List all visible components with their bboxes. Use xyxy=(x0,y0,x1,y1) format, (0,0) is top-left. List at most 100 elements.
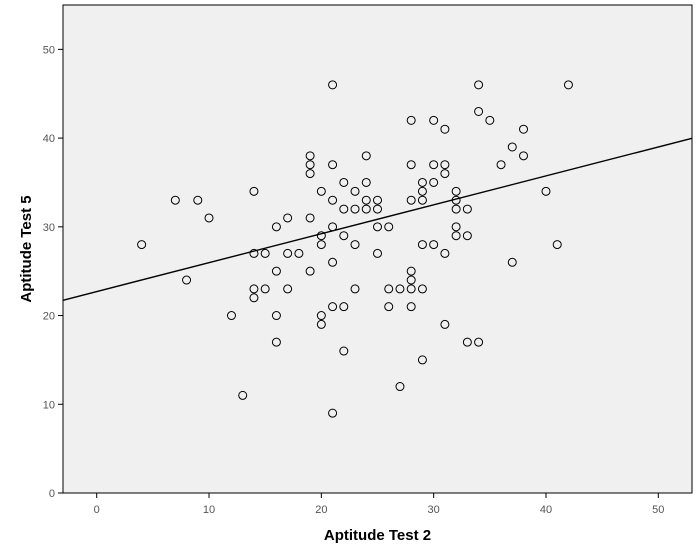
data-point xyxy=(395,284,405,294)
data-point xyxy=(417,177,427,187)
data-point xyxy=(182,275,192,285)
data-point xyxy=(552,240,562,250)
data-point xyxy=(271,311,281,321)
data-point xyxy=(339,346,349,356)
data-point xyxy=(328,222,338,232)
data-point xyxy=(462,337,472,347)
data-point xyxy=(406,195,416,205)
data-point xyxy=(384,284,394,294)
data-point xyxy=(406,275,416,285)
data-point xyxy=(429,240,439,250)
data-point xyxy=(395,382,405,392)
data-point xyxy=(406,302,416,312)
data-point xyxy=(305,160,315,170)
data-point xyxy=(429,115,439,125)
x-tick-label: 30 xyxy=(428,504,440,516)
data-point xyxy=(417,284,427,294)
data-point xyxy=(440,319,450,329)
x-tick-label: 10 xyxy=(203,504,215,516)
data-point xyxy=(406,115,416,125)
data-point xyxy=(328,408,338,418)
data-point xyxy=(170,195,180,205)
x-tick-label: 50 xyxy=(652,504,664,516)
data-point xyxy=(451,186,461,196)
data-point xyxy=(440,248,450,258)
data-point xyxy=(496,160,506,170)
x-tick-label: 0 xyxy=(94,504,100,516)
data-point xyxy=(316,240,326,250)
data-point xyxy=(361,177,371,187)
data-point xyxy=(462,231,472,241)
data-point xyxy=(507,257,517,267)
data-point xyxy=(519,124,529,134)
data-point xyxy=(417,195,427,205)
data-point xyxy=(305,169,315,179)
data-point xyxy=(541,186,551,196)
data-point xyxy=(384,302,394,312)
data-point xyxy=(249,248,259,258)
data-point xyxy=(316,186,326,196)
data-point xyxy=(519,151,529,161)
data-point xyxy=(328,257,338,267)
data-point xyxy=(305,266,315,276)
data-point xyxy=(328,80,338,90)
data-point xyxy=(361,151,371,161)
data-point xyxy=(350,284,360,294)
data-point xyxy=(238,390,248,400)
data-point xyxy=(361,195,371,205)
data-point xyxy=(451,204,461,214)
data-point xyxy=(417,355,427,365)
data-point xyxy=(440,169,450,179)
y-tick-label: 30 xyxy=(43,222,55,234)
data-point xyxy=(204,213,214,223)
y-tick-label: 10 xyxy=(43,399,55,411)
data-point xyxy=(373,248,382,258)
y-tick-label: 0 xyxy=(49,488,55,500)
data-point xyxy=(283,248,293,258)
data-point xyxy=(339,204,349,214)
data-point xyxy=(384,222,394,232)
data-point xyxy=(417,186,427,196)
y-tick-label: 50 xyxy=(43,44,55,56)
data-point xyxy=(271,266,281,276)
data-point xyxy=(474,106,484,116)
data-point xyxy=(451,231,461,241)
data-point xyxy=(474,337,484,347)
fit-line xyxy=(62,137,693,301)
x-tick-label: 40 xyxy=(540,504,552,516)
data-point xyxy=(283,213,293,223)
data-point xyxy=(260,248,270,258)
data-point xyxy=(260,284,270,294)
data-point xyxy=(283,284,293,294)
data-point xyxy=(440,124,450,134)
data-point xyxy=(373,195,382,205)
x-axis-title: Aptitude Test 2 xyxy=(324,527,431,544)
data-point xyxy=(193,195,203,205)
data-point xyxy=(361,204,371,214)
y-axis-title: Aptitude Test 5 xyxy=(18,195,35,302)
data-point xyxy=(462,204,472,214)
data-point xyxy=(328,195,338,205)
data-point xyxy=(305,151,315,161)
data-point xyxy=(316,311,326,321)
data-point xyxy=(507,142,517,152)
data-point xyxy=(271,337,281,347)
data-point xyxy=(350,204,360,214)
data-point xyxy=(440,160,450,170)
data-point xyxy=(249,284,259,294)
y-tick-label: 40 xyxy=(43,133,55,145)
data-point xyxy=(429,160,439,170)
data-point xyxy=(474,80,484,90)
data-point xyxy=(249,293,259,303)
data-point xyxy=(417,240,427,250)
data-point xyxy=(373,222,382,232)
data-point xyxy=(350,240,360,250)
data-point xyxy=(328,302,338,312)
data-point xyxy=(429,177,439,187)
data-point xyxy=(339,231,349,241)
data-point xyxy=(406,284,416,294)
data-point xyxy=(451,222,461,232)
x-tick-label: 20 xyxy=(315,504,327,516)
data-point xyxy=(294,248,304,258)
